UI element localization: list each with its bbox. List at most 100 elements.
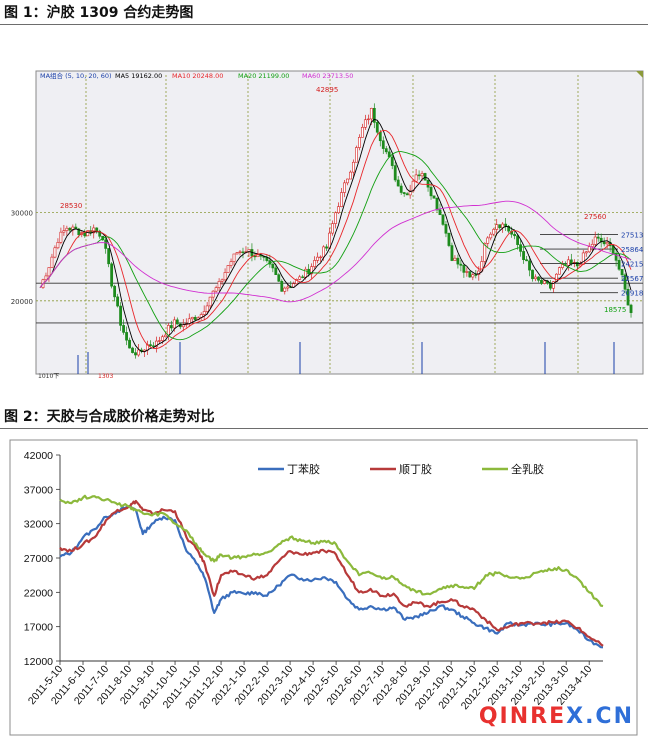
- candle-body: [584, 251, 588, 254]
- candle-body: [590, 243, 594, 247]
- candle-body: [525, 259, 528, 262]
- candle-body: [190, 316, 194, 320]
- candle-body: [369, 107, 373, 120]
- level-label: 20918: [621, 290, 643, 298]
- candle-body: [623, 274, 627, 290]
- candle-body: [543, 280, 546, 284]
- candle-body: [516, 235, 520, 245]
- candle-body: [175, 319, 179, 325]
- y-tick-label: 17000: [24, 622, 53, 634]
- candle-body: [256, 254, 260, 258]
- candle-body: [626, 288, 630, 306]
- series-line-2: [59, 499, 604, 647]
- candle-body: [238, 251, 242, 253]
- candle-body: [113, 285, 117, 298]
- chart-frame: [9, 439, 638, 736]
- candle-body: [617, 260, 621, 270]
- candle-body: [429, 186, 433, 197]
- y-tick-label: 27000: [24, 553, 53, 565]
- candle-body: [137, 349, 140, 356]
- price-annotation: 27560: [584, 213, 606, 221]
- legend-label: 全乳胶: [511, 462, 544, 476]
- candle-body: [474, 274, 478, 276]
- candle-body: [408, 190, 412, 196]
- price-annotation: 18575: [604, 306, 626, 314]
- candle-body: [605, 242, 609, 245]
- candle-body: [160, 336, 164, 341]
- candle-body: [629, 304, 633, 313]
- candle-body: [393, 165, 397, 181]
- candle-body: [116, 296, 120, 307]
- figure1-caption: 图 1：沪胶 1309 合约走势图: [4, 5, 194, 21]
- series-line-1: [59, 504, 604, 649]
- candle-body: [155, 340, 158, 347]
- caption-rule: [0, 428, 648, 429]
- candle-body: [602, 241, 606, 245]
- y-tick-label: 32000: [24, 519, 53, 531]
- candle-body: [471, 274, 475, 278]
- bottom-fragment-label: 1303: [98, 373, 113, 380]
- candle-body: [578, 264, 582, 267]
- candle-body: [557, 267, 561, 275]
- watermark-text-part2: X: [566, 704, 586, 729]
- candle-body: [202, 311, 206, 315]
- candle-body: [205, 305, 209, 312]
- candle-body: [50, 256, 54, 268]
- candle-body: [390, 156, 394, 166]
- candle-body: [241, 251, 245, 253]
- candle-body: [360, 127, 364, 138]
- candle-body: [399, 185, 403, 193]
- candle-body: [375, 122, 379, 133]
- candle-body: [53, 247, 57, 258]
- candle-body: [286, 286, 290, 289]
- candle-body: [486, 237, 490, 244]
- candle-body: [274, 267, 278, 275]
- candle-body: [158, 340, 161, 342]
- candle-body: [152, 345, 155, 347]
- watermark: QINREX.CN: [479, 704, 634, 729]
- level-label: 25864: [621, 246, 644, 254]
- candle-body: [211, 290, 215, 298]
- candle-body: [310, 266, 314, 275]
- candle-body: [372, 107, 376, 123]
- candle-body: [319, 256, 322, 259]
- candle-body: [313, 260, 317, 267]
- candle-body: [456, 257, 460, 265]
- ma-readout: MA5 19162.00: [115, 72, 162, 80]
- candle-body: [569, 259, 573, 264]
- y-tick-label: 20000: [11, 298, 33, 306]
- figure2-caption: 图 2：天胶与合成胶价格走势对比: [4, 409, 215, 425]
- candle-body: [214, 287, 218, 292]
- moving-average-line-ma5: [39, 118, 632, 353]
- candle-body: [534, 276, 537, 280]
- level-label: 27513: [621, 231, 643, 239]
- candle-body: [575, 261, 579, 267]
- candle-body: [223, 272, 227, 281]
- level-label: 22567: [621, 275, 643, 283]
- y-tick-label: 37000: [24, 484, 53, 496]
- candle-body: [560, 264, 564, 268]
- candle-body: [128, 339, 131, 349]
- indicator-label: MA组合 (5, 10, 20, 60): [40, 71, 112, 80]
- candle-body: [271, 263, 275, 269]
- bottom-fragment-label: 1010下: [38, 373, 59, 380]
- corner-marker: [636, 71, 643, 78]
- candle-body: [528, 260, 531, 271]
- candle-body: [552, 281, 555, 289]
- moving-average-line-ma20: [39, 151, 632, 341]
- candle-body: [277, 274, 281, 282]
- candle-body: [149, 344, 152, 347]
- candle-body: [77, 228, 81, 236]
- candle-body: [566, 259, 570, 266]
- candle-body: [220, 279, 224, 282]
- candle-body: [316, 256, 320, 261]
- ma-readout: MA20 21199.00: [238, 72, 289, 80]
- candle-body: [131, 347, 134, 353]
- candle-body: [232, 253, 236, 262]
- watermark-text-part3: .CN: [585, 704, 634, 729]
- candle-body: [426, 179, 430, 188]
- candle-body: [498, 224, 502, 229]
- candle-body: [357, 137, 361, 148]
- candle-body: [98, 230, 102, 237]
